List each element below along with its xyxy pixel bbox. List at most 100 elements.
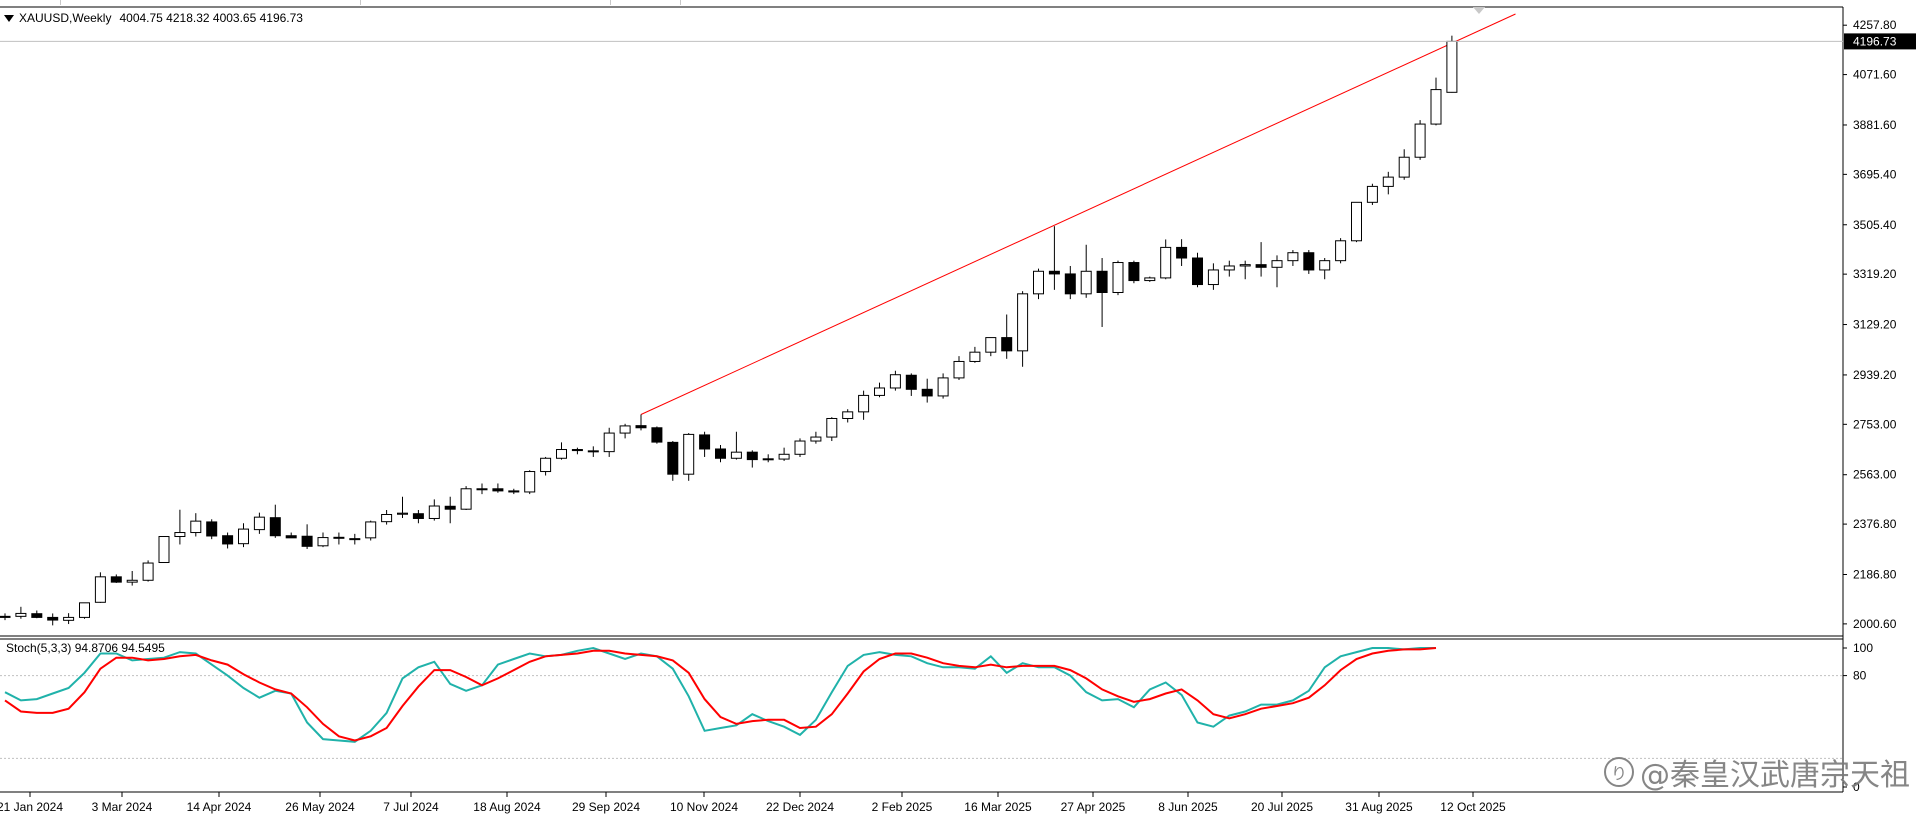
- candle-body: [858, 394, 870, 413]
- candle-body: [142, 562, 154, 581]
- time-label: 12 Oct 2025: [1440, 800, 1506, 814]
- candle-body: [1255, 264, 1267, 268]
- candle-body: [1319, 260, 1331, 271]
- candle: [683, 433, 695, 481]
- toolbar-tab[interactable]: [360, 0, 611, 5]
- candle: [858, 390, 870, 420]
- candle-body: [508, 490, 520, 493]
- time-label: 21 Jan 2024: [0, 800, 63, 814]
- candle-body: [158, 536, 170, 564]
- trendline-layer: [640, 13, 1516, 415]
- price-label: 2376.80: [1853, 517, 1897, 531]
- time-label: 18 Aug 2024: [473, 800, 541, 814]
- candle-body: [1128, 262, 1140, 282]
- candle-body: [1366, 185, 1378, 203]
- candle-body: [730, 451, 742, 459]
- candle-body: [94, 576, 106, 603]
- candle: [794, 438, 806, 457]
- candle: [222, 532, 234, 549]
- candle-body: [810, 436, 822, 442]
- stoch-level-label: 100: [1853, 641, 1873, 655]
- candle-body: [444, 505, 456, 510]
- candle-body: [619, 425, 631, 434]
- candle: [1144, 276, 1156, 282]
- candle-body: [874, 387, 885, 396]
- candle: [1033, 268, 1044, 300]
- candle: [317, 532, 329, 548]
- price-panel[interactable]: 4257.80 4071.60 3881.60 3695.40 3505.40 3319.…: [0, 6, 1916, 637]
- candle-body: [635, 425, 647, 429]
- candle: [1255, 242, 1267, 277]
- candle-body: [1112, 262, 1124, 293]
- candle-body: [651, 427, 663, 443]
- candle: [1128, 260, 1140, 284]
- candle-body: [1287, 252, 1299, 262]
- stoch-panel[interactable]: 100 80 0: [0, 636, 1873, 794]
- time-label: 7 Jul 2024: [383, 800, 439, 814]
- time-label: 29 Sep 2024: [572, 800, 640, 814]
- candle: [1160, 239, 1172, 280]
- candle-body: [206, 521, 218, 537]
- candle: [635, 414, 647, 431]
- current-price-tag: [1844, 33, 1916, 50]
- candle: [15, 606, 27, 619]
- candle: [31, 610, 43, 619]
- time-label: 22 Dec 2024: [766, 800, 834, 814]
- stoch-axis-labels: 100 80 0: [1843, 641, 1873, 794]
- time-axis-labels: 21 Jan 2024 3 Mar 2024 14 Apr 2024 26 May 2…: [0, 792, 1506, 814]
- candle: [1223, 260, 1235, 277]
- price-label: 4071.60: [1853, 68, 1897, 82]
- candle-body: [1351, 201, 1362, 242]
- candle: [301, 524, 313, 549]
- candle: [540, 456, 552, 476]
- current-price-label: 4196.73: [1853, 34, 1897, 48]
- candle-body: [428, 505, 440, 519]
- candle: [428, 499, 440, 521]
- stoch-main-line: [4, 646, 1436, 743]
- candle: [1430, 77, 1442, 126]
- toolbar-tab[interactable]: [610, 0, 681, 5]
- time-label: 27 Apr 2025: [1061, 800, 1126, 814]
- candle-body: [460, 488, 472, 510]
- price-label: 3129.20: [1853, 318, 1897, 332]
- candle: [810, 431, 822, 444]
- candle: [79, 602, 90, 619]
- candle: [206, 519, 218, 540]
- stoch-level-label: 80: [1853, 669, 1867, 683]
- price-label: 2563.00: [1853, 468, 1897, 482]
- candle: [746, 450, 758, 468]
- candle: [603, 427, 615, 457]
- candle: [826, 417, 838, 442]
- collapse-triangle-icon[interactable]: [4, 14, 14, 22]
- toolbar-tab[interactable]: [0, 0, 61, 5]
- candle-body: [889, 374, 901, 389]
- candle-body: [1414, 123, 1426, 158]
- toolbar-tab[interactable]: [60, 0, 361, 5]
- candle: [63, 613, 75, 625]
- candle-body: [365, 521, 377, 539]
- candle: [1048, 226, 1060, 290]
- candle-body: [969, 351, 981, 362]
- stoch-indicator-title: Stoch(5,3,3) 94.8706 94.5495: [6, 641, 165, 655]
- candle: [1207, 263, 1219, 290]
- candle-body: [524, 471, 536, 493]
- candle: [905, 373, 917, 396]
- candle: [444, 496, 456, 524]
- time-label: 20 Jul 2025: [1251, 800, 1313, 814]
- price-label: 2186.80: [1853, 567, 1897, 581]
- candle-body: [381, 514, 393, 523]
- candle-body: [1446, 40, 1458, 93]
- candle-body: [571, 449, 583, 452]
- candle: [985, 337, 997, 357]
- chart-shift-marker-icon[interactable]: [1473, 7, 1485, 14]
- candle-body: [1271, 260, 1283, 268]
- candle-body: [1223, 265, 1235, 271]
- candle: [1239, 260, 1251, 280]
- candle-body: [1017, 293, 1029, 352]
- candle: [126, 570, 138, 586]
- price-label: 2000.60: [1853, 617, 1897, 631]
- candle-body: [174, 532, 186, 538]
- watermark-logo-icon: り: [1604, 757, 1634, 787]
- candle: [253, 512, 265, 534]
